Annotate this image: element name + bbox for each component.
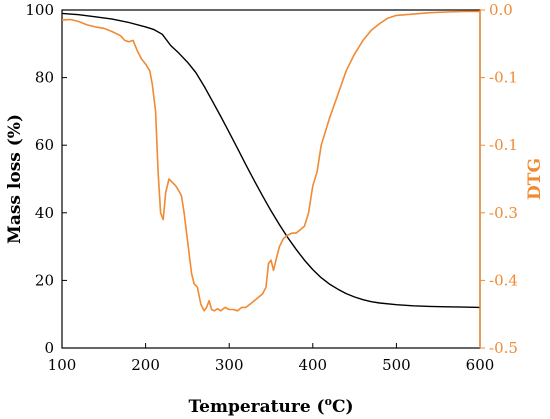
y-left-tick-label: 40 — [35, 204, 54, 222]
x-axis-title-tail: C) — [332, 397, 354, 417]
y-right-tick-label: -0.4 — [489, 271, 518, 289]
x-tick-label: 300 — [215, 356, 244, 374]
y-right-tick-label: -0.3 — [489, 204, 518, 222]
y-left-tick-label: 80 — [35, 69, 54, 87]
x-axis-title: Temperature (oC) — [188, 395, 353, 417]
y-right-tick-label: 0.0 — [489, 1, 513, 19]
y-left-tick-label: 20 — [35, 271, 54, 289]
x-tick-label: 600 — [466, 356, 495, 374]
plot-frame — [61, 9, 481, 349]
y-right-tick-label: -0.1 — [489, 136, 518, 154]
series-layer — [61, 10, 481, 312]
y-left-tick-label: 60 — [35, 136, 54, 154]
y-left-axis-title: Mass loss (%) — [5, 114, 25, 244]
x-tick-label: 100 — [48, 356, 77, 374]
y-right-axis: 0.0 -0.1 -0.1 -0.3 -0.4 -0.5 — [479, 1, 518, 357]
y-right-axis-title: DTG — [525, 158, 545, 200]
dtg-curve — [61, 10, 480, 312]
y-right-tick-label: -0.5 — [489, 339, 518, 357]
x-axis-title-main: Temperature ( — [188, 397, 324, 417]
x-axis: 100 200 300 400 500 600 — [48, 343, 495, 374]
y-left-axis: 0 20 40 60 80 100 — [25, 1, 67, 357]
y-right-tick-label: -0.1 — [489, 69, 518, 87]
y-left-tick-label: 100 — [25, 1, 54, 19]
mass-loss-curve — [61, 12, 481, 309]
x-tick-label: 400 — [298, 356, 327, 374]
y-left-tick-label: 0 — [44, 339, 54, 357]
x-tick-label: 500 — [382, 356, 411, 374]
x-tick-label: 200 — [131, 356, 160, 374]
plot-area — [61, 9, 481, 349]
x-axis-title-sup: o — [325, 395, 332, 408]
